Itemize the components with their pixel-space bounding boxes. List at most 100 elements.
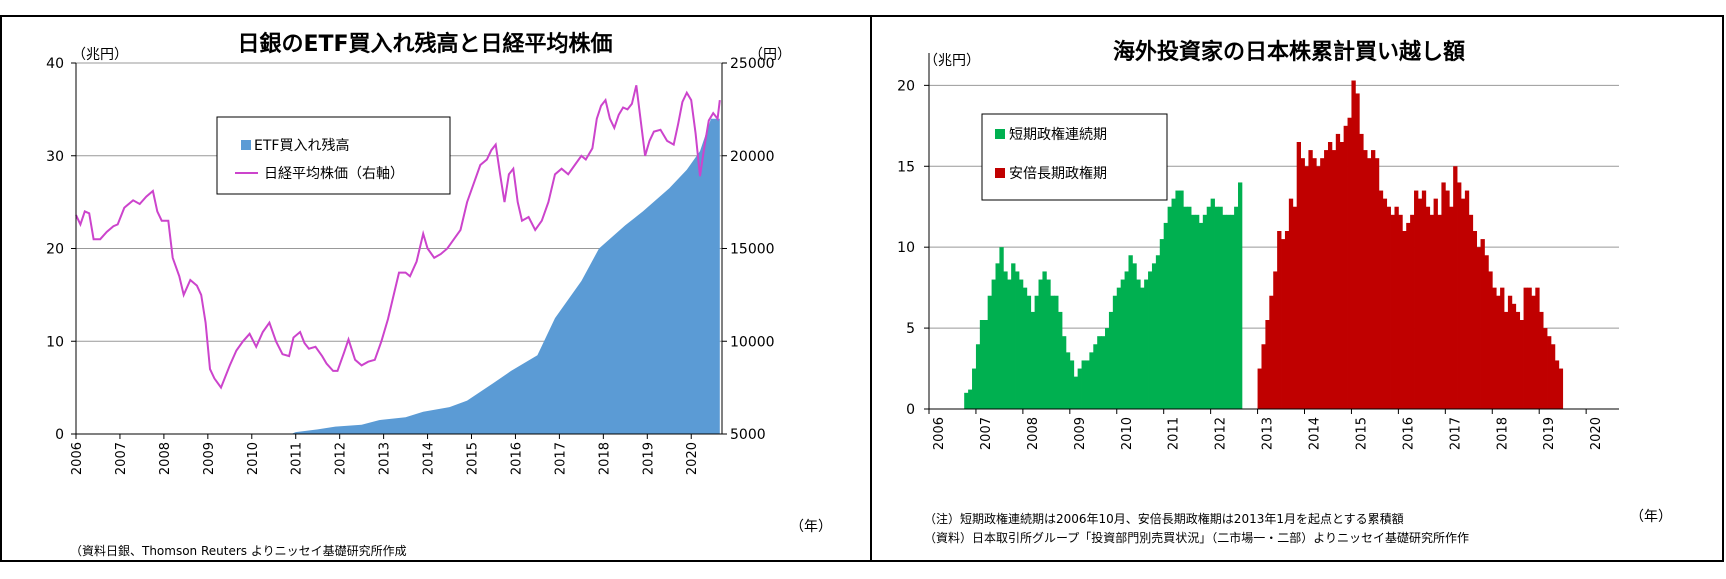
etf-balance-fill [291, 118, 720, 434]
abe-regime-bar [1351, 80, 1356, 409]
short-regime-bar [1003, 271, 1008, 409]
right-tick-label: 5000 [730, 427, 766, 443]
short-regime-bar [1034, 295, 1039, 409]
right-tick-label: 10000 [730, 334, 775, 350]
short-regime-bar [1226, 214, 1231, 409]
legend-label-nikkei: 日経平均株価（右軸） [264, 166, 404, 182]
short-regime-bar [1230, 214, 1235, 409]
short-regime-bar [1120, 279, 1125, 409]
etf-nikkei-chart-panel: 0 10 20 30 40 5000 10000 15000 20000 25000 2006 200… [0, 15, 872, 562]
abe-regime-bar [1484, 255, 1489, 409]
x-tick-label: 2006 [932, 417, 947, 450]
abe-regime-bar [1316, 166, 1321, 409]
abe-regime-bar [1449, 206, 1454, 409]
right-axis-unit: （円） [749, 47, 791, 63]
abe-regime-bar [1363, 150, 1368, 409]
short-regime-bar [1061, 336, 1067, 409]
abe-regime-bar [1347, 117, 1352, 409]
abe-regime-bar [1500, 287, 1505, 409]
left-axis-unit: （兆円） [72, 47, 128, 63]
x-tick-label: 2011 [1167, 417, 1182, 450]
short-regime-bar [1112, 295, 1118, 409]
abe-regime-bar [1390, 214, 1395, 409]
short-regime-bar [1151, 263, 1157, 409]
x-tick-label: 2007 [114, 442, 129, 475]
abe-regime-bar [1457, 182, 1462, 409]
short-regime-bar [1187, 206, 1192, 409]
x-axis-unit: （年） [790, 519, 832, 535]
x-tick-label: 2014 [422, 442, 437, 475]
x-tick-label: 2013 [1261, 417, 1276, 450]
abe-regime-bar [1531, 295, 1536, 409]
short-regime-bar [972, 368, 977, 409]
abe-regime-bar [1558, 368, 1564, 409]
x-tick-label: 2016 [1401, 417, 1416, 450]
legend-swatch-abe [995, 168, 1005, 178]
abe-regime-bar [1496, 295, 1501, 409]
short-regime-bar [1183, 206, 1188, 409]
short-regime-bar [964, 392, 969, 409]
abe-regime-bar [1359, 133, 1364, 409]
y-tick-label: 0 [906, 402, 915, 418]
short-regime-bar [975, 344, 981, 409]
abe-regime-bar [1296, 142, 1301, 409]
short-regime-bar [991, 279, 996, 409]
abe-regime-bar [1308, 150, 1313, 409]
x-tick-label: 2015 [1354, 417, 1369, 450]
x-tick-label: 2015 [466, 442, 481, 475]
short-regime-bar [1167, 206, 1172, 409]
x-tick-label: 2010 [246, 442, 261, 475]
abe-regime-bar [1535, 287, 1540, 409]
abe-regime-bar [1421, 190, 1427, 409]
short-regime-bar [979, 320, 985, 409]
legend: ETF買入れ残高 日経平均株価（右軸） [216, 116, 451, 195]
abe-regime-bar [1460, 198, 1466, 409]
short-regime-bar [1097, 336, 1102, 409]
short-regime-bar [1218, 206, 1223, 409]
abe-regime-bar [1523, 287, 1528, 409]
abe-regime-bar [1468, 214, 1474, 409]
abe-regime-bar [1265, 320, 1270, 409]
short-regime-bar [1148, 271, 1153, 409]
abe-regime-bar [1320, 158, 1325, 409]
short-regime-bar [1069, 360, 1075, 409]
abe-regime-bar [1476, 247, 1481, 409]
abe-regime-bar [1374, 158, 1380, 409]
x-tick-label: 2019 [641, 442, 656, 475]
x-tick-label: 2006 [70, 442, 85, 475]
abe-regime-bar [1472, 231, 1478, 409]
short-regime-bar [1050, 295, 1055, 409]
short-regime-bar [1234, 206, 1239, 409]
short-regime-bar [995, 263, 1000, 409]
short-regime-bar [1175, 190, 1180, 409]
short-regime-bar [1128, 255, 1133, 409]
x-tick-label: 2011 [290, 442, 305, 475]
x-tick-label: 2018 [1495, 417, 1510, 450]
abe-regime-bar [1292, 206, 1298, 409]
foreign-investor-chart-panel: 0 5 10 15 20 2006 2007 2008 2009 2010 2011 2012 2013… [872, 15, 1724, 562]
short-regime-bar [1214, 206, 1219, 409]
short-regime-bar [987, 295, 992, 409]
abe-regime-bar [1281, 239, 1286, 409]
short-regime-bar [1140, 287, 1145, 409]
source-note: （資料日銀、Thomson Reuters よりニッセイ基礎研究所作成 [70, 543, 407, 558]
x-tick-label: 2020 [685, 442, 700, 475]
left-tick-label: 40 [46, 56, 64, 72]
x-tick-label: 2019 [1542, 417, 1557, 450]
chart-title: 日銀のETF買入れ残高と日経平均株価 [237, 31, 612, 57]
x-tick-label: 2014 [1308, 417, 1323, 450]
abe-regime-bar [1453, 166, 1458, 409]
short-regime-bar [1015, 271, 1020, 409]
x-tick-label: 2008 [158, 442, 173, 475]
short-regime-bar [1089, 352, 1094, 409]
legend-label-abe: 安倍長期政権期 [1009, 165, 1107, 182]
x-tick-label: 2007 [979, 417, 994, 450]
abe-regime-bar [1378, 190, 1384, 409]
abe-regime-bar [1343, 125, 1348, 409]
short-regime-bar [1198, 222, 1204, 409]
x-tick-label: 2017 [553, 442, 568, 475]
y-axis-unit: （兆円） [924, 53, 980, 69]
abe-regime-bar [1339, 142, 1345, 409]
abe-regime-bar [1277, 231, 1282, 409]
abe-regime-bar [1504, 311, 1509, 409]
